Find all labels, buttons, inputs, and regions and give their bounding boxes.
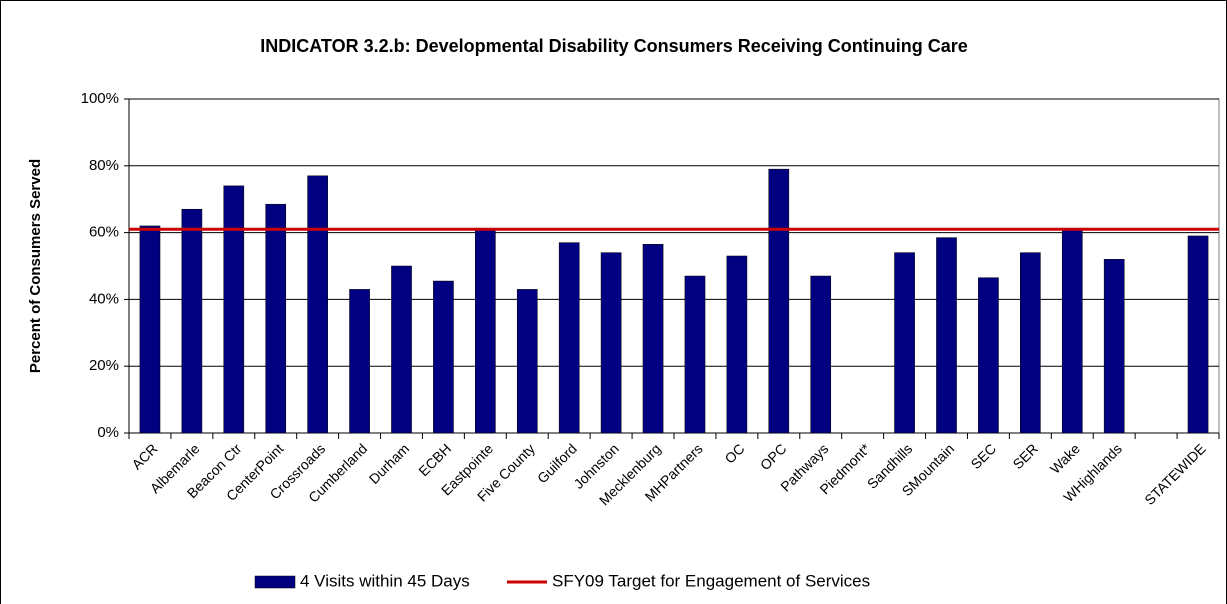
bar: [894, 252, 915, 434]
bar: [391, 265, 412, 434]
legend-label: SFY09 Target for Engagement of Services: [552, 571, 870, 590]
bar: [600, 252, 622, 434]
y-tick-label: 40%: [89, 290, 119, 307]
bar: [223, 185, 245, 434]
bar: [726, 255, 748, 434]
bar: [1187, 235, 1209, 434]
bar: [1061, 229, 1083, 434]
bar: [475, 229, 496, 434]
bar: [433, 280, 454, 434]
bar: [936, 237, 957, 434]
legend-swatch: [254, 575, 296, 589]
y-tick-label: 20%: [89, 357, 119, 374]
bar: [768, 168, 790, 434]
bar: [1103, 259, 1125, 434]
bar: [181, 208, 203, 434]
bar: [642, 244, 664, 434]
bar: [978, 277, 999, 434]
y-tick-label: 80%: [89, 157, 119, 174]
bar: [684, 275, 706, 434]
y-axis-label: Percent of Consumers Served: [27, 159, 44, 373]
bar: [307, 175, 328, 434]
plot-area: [128, 98, 1220, 434]
bar: [810, 275, 832, 434]
bar: [558, 242, 580, 434]
bar: [516, 289, 538, 434]
chart-title: INDICATOR 3.2.b: Developmental Disabilit…: [260, 36, 967, 56]
bar: [265, 203, 287, 434]
legend-label: 4 Visits within 45 Days: [300, 571, 470, 590]
bar: [349, 289, 370, 434]
y-tick-label: 0%: [97, 424, 119, 441]
y-tick-label: 100%: [81, 90, 119, 107]
bar: [139, 225, 161, 434]
y-tick-label: 60%: [89, 224, 119, 241]
bar: [1020, 252, 1041, 434]
